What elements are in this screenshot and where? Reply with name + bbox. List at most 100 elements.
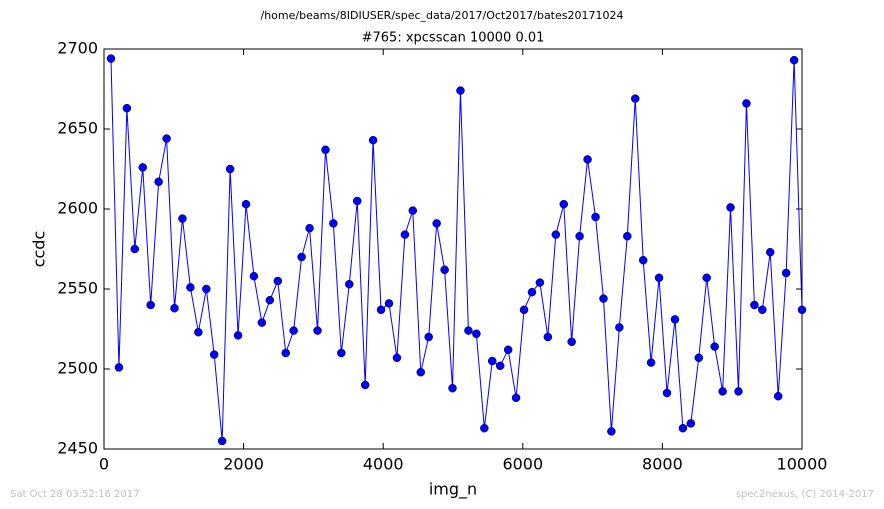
data-point xyxy=(368,135,378,145)
data-point xyxy=(194,327,203,337)
data-point xyxy=(694,353,704,363)
data-point xyxy=(440,265,449,275)
y-tick-label: 2700 xyxy=(57,39,98,58)
data-point xyxy=(106,54,116,63)
data-point xyxy=(456,86,465,95)
data-point xyxy=(424,332,433,342)
data-point xyxy=(734,387,743,396)
data-point xyxy=(329,219,338,228)
data-point xyxy=(551,230,561,239)
data-point xyxy=(202,284,211,294)
data-point xyxy=(662,388,672,398)
data-point xyxy=(480,423,489,433)
data-point xyxy=(607,427,616,436)
data-point xyxy=(345,279,354,289)
data-point xyxy=(630,94,640,103)
data-point xyxy=(186,283,195,292)
data-point xyxy=(416,367,426,377)
x-axis-label: img_n xyxy=(429,480,477,500)
data-point xyxy=(519,305,529,315)
y-tick-label: 2450 xyxy=(57,439,98,458)
data-point xyxy=(265,295,275,305)
data-point xyxy=(575,231,584,241)
data-point xyxy=(527,287,537,297)
data-point xyxy=(408,206,418,215)
data-line xyxy=(110,58,803,442)
y-tick-label: 2500 xyxy=(57,359,98,378)
data-point xyxy=(623,231,632,241)
x-tick-label: 4000 xyxy=(363,455,404,474)
data-point xyxy=(241,199,251,209)
x-tick-label: 8000 xyxy=(642,455,683,474)
data-point xyxy=(305,223,314,233)
data-point xyxy=(750,300,759,310)
data-point xyxy=(495,361,505,371)
data-point xyxy=(543,332,553,342)
data-point xyxy=(400,230,410,239)
data-point xyxy=(178,214,187,223)
data-point xyxy=(615,323,624,332)
data-point xyxy=(781,268,791,278)
data-point xyxy=(654,273,664,283)
data-point xyxy=(567,337,576,347)
data-point xyxy=(638,255,648,265)
data-point xyxy=(797,305,807,315)
data-point xyxy=(765,247,775,257)
data-point xyxy=(583,155,592,164)
data-point xyxy=(162,134,171,143)
plot-frame xyxy=(103,48,803,450)
data-point xyxy=(217,436,227,446)
data-point xyxy=(758,305,767,315)
data-point xyxy=(130,244,140,254)
x-tick-label: 2000 xyxy=(223,455,264,474)
data-point xyxy=(337,348,346,358)
data-point xyxy=(448,383,457,393)
x-tick-label: 10000 xyxy=(777,455,828,474)
data-point xyxy=(297,252,306,262)
data-point xyxy=(686,419,696,428)
data-point xyxy=(170,303,179,313)
data-point xyxy=(511,393,521,403)
footer-right: spec2nexus, (C) 2014-2017 xyxy=(736,489,874,500)
data-point xyxy=(209,350,219,359)
data-point xyxy=(789,55,799,65)
data-point xyxy=(487,356,497,366)
data-point xyxy=(559,199,569,209)
data-point xyxy=(646,358,656,367)
data-point xyxy=(591,212,600,222)
data-point xyxy=(702,273,711,283)
data-point xyxy=(122,103,132,113)
data-point xyxy=(503,345,513,355)
data-point xyxy=(289,326,298,335)
data-point xyxy=(225,164,235,174)
chart-title: #765: xpcsscan 10000 0.01 xyxy=(362,31,545,46)
data-point xyxy=(678,423,688,433)
data-point xyxy=(313,326,322,335)
data-point xyxy=(535,278,545,287)
y-tick-label: 2600 xyxy=(57,199,98,218)
data-point xyxy=(138,163,147,172)
data-point xyxy=(352,196,362,206)
data-point xyxy=(114,363,124,372)
footer-left: Sat Oct 28 03:52:16 2017 xyxy=(10,489,140,500)
data-point xyxy=(432,219,441,228)
data-point xyxy=(718,387,727,396)
x-tick-label: 6000 xyxy=(502,455,543,474)
data-point xyxy=(464,326,473,335)
data-point xyxy=(710,342,719,351)
suptitle: /home/beams/8IDIUSER/spec_data/2017/Oct2… xyxy=(261,9,624,22)
data-point xyxy=(249,271,259,281)
data-point xyxy=(392,353,402,363)
data-point xyxy=(472,329,481,339)
x-tick-label: 0 xyxy=(99,455,109,474)
data-point xyxy=(233,331,243,340)
data-point xyxy=(146,300,155,310)
data-point xyxy=(321,145,330,155)
y-tick-label: 2650 xyxy=(57,119,98,138)
y-axis-label: ccdc xyxy=(30,231,49,268)
data-point xyxy=(273,276,283,286)
data-point xyxy=(599,294,608,303)
data-point xyxy=(376,305,386,315)
data-point xyxy=(670,315,680,324)
